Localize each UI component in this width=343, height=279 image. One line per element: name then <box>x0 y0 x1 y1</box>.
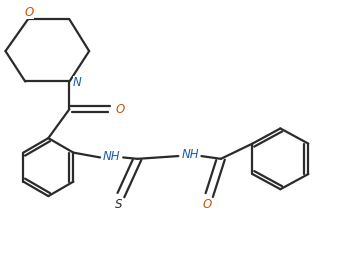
Text: O: O <box>203 198 212 211</box>
Text: O: O <box>116 103 125 116</box>
Text: O: O <box>25 6 34 19</box>
Text: N: N <box>72 76 81 88</box>
Text: NH: NH <box>103 150 121 163</box>
Text: NH: NH <box>181 148 199 161</box>
Text: S: S <box>115 198 122 211</box>
